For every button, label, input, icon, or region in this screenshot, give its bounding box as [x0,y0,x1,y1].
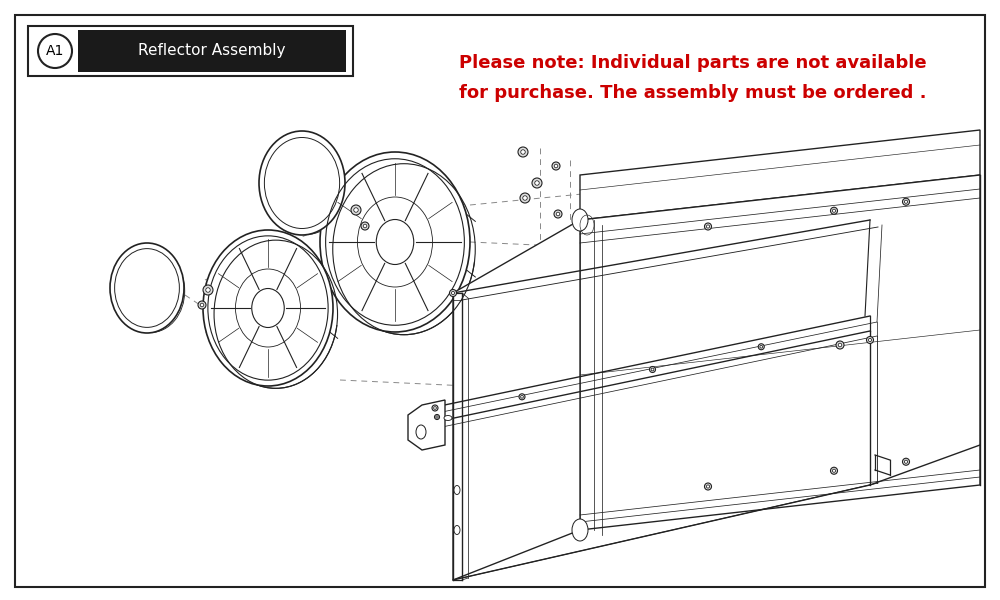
Circle shape [434,415,440,419]
Circle shape [704,223,712,230]
Circle shape [520,193,530,203]
Circle shape [451,292,455,295]
Circle shape [554,210,562,218]
Circle shape [523,196,527,200]
Circle shape [532,178,542,188]
Circle shape [535,181,539,185]
Text: Reflector Assembly: Reflector Assembly [138,43,286,58]
Circle shape [518,147,528,157]
Circle shape [650,367,656,373]
Circle shape [836,341,844,349]
Ellipse shape [320,152,470,332]
Circle shape [351,205,361,215]
Circle shape [200,303,204,307]
Circle shape [866,337,874,343]
Ellipse shape [110,243,184,333]
Ellipse shape [203,230,333,386]
FancyBboxPatch shape [78,30,346,72]
Circle shape [904,200,908,203]
Circle shape [758,344,764,350]
Circle shape [651,368,654,371]
Circle shape [519,394,525,400]
Circle shape [838,343,842,347]
Circle shape [868,338,872,341]
Ellipse shape [454,526,460,535]
Circle shape [706,225,710,228]
Circle shape [904,460,908,463]
Ellipse shape [376,220,414,265]
Circle shape [450,289,456,296]
Circle shape [521,395,523,398]
Ellipse shape [252,289,284,328]
Circle shape [363,224,367,228]
Circle shape [521,150,525,154]
Circle shape [206,288,210,292]
Circle shape [554,164,558,168]
Circle shape [38,34,72,68]
Polygon shape [580,130,980,220]
Circle shape [830,467,838,474]
Ellipse shape [259,131,345,235]
Circle shape [704,483,712,490]
Polygon shape [580,175,980,530]
Circle shape [832,209,836,212]
Circle shape [432,405,438,411]
Circle shape [361,222,369,230]
Circle shape [902,458,910,465]
Circle shape [203,285,213,295]
Circle shape [434,407,436,409]
Text: Please note: Individual parts are not available: Please note: Individual parts are not av… [459,54,927,72]
Ellipse shape [416,425,426,439]
Ellipse shape [454,485,460,494]
Ellipse shape [572,519,588,541]
Text: for purchase. The assembly must be ordered .: for purchase. The assembly must be order… [459,84,927,102]
Circle shape [706,485,710,488]
Polygon shape [453,220,580,580]
Polygon shape [408,400,445,450]
Circle shape [198,301,206,309]
Circle shape [760,346,763,348]
Circle shape [354,208,358,212]
Circle shape [552,162,560,170]
Circle shape [902,198,910,205]
Circle shape [556,212,560,216]
Ellipse shape [444,415,452,421]
Circle shape [832,469,836,472]
Circle shape [436,416,438,418]
Text: A1: A1 [46,44,64,58]
Circle shape [830,207,838,214]
Ellipse shape [572,209,588,231]
